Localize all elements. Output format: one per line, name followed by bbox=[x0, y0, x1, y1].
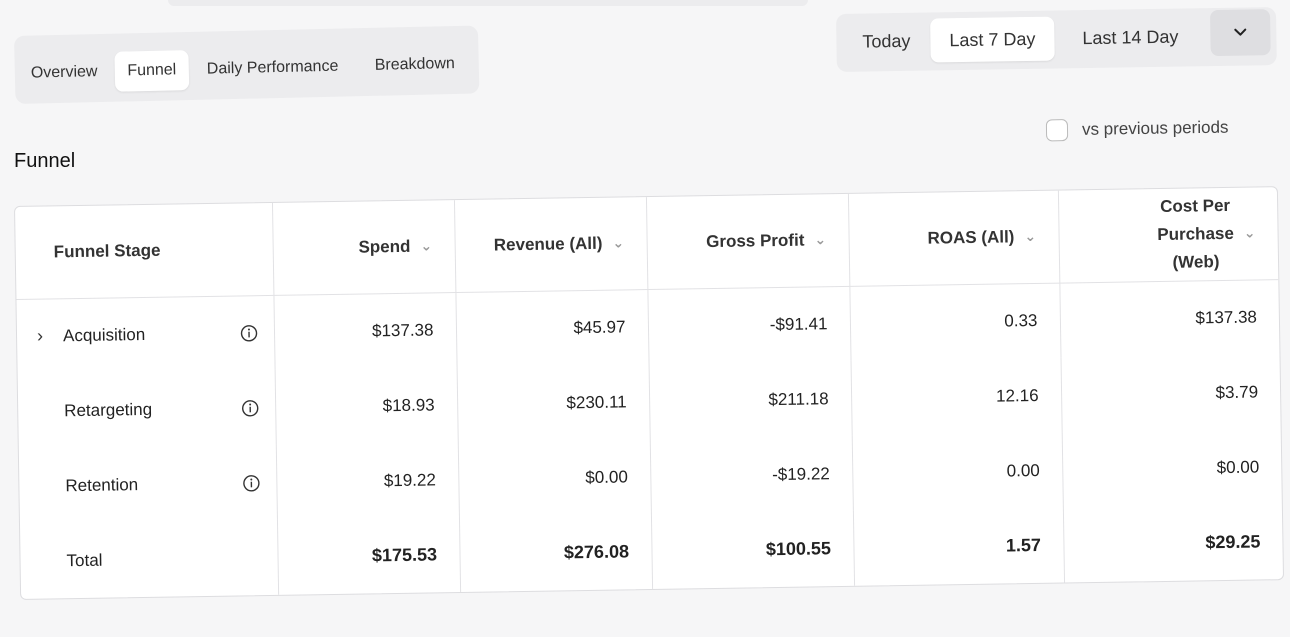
expand-chevron-icon[interactable]: › bbox=[36, 325, 44, 346]
roas-cell: 0.00 bbox=[851, 432, 1063, 511]
spend-cell: $19.22 bbox=[275, 442, 459, 520]
spend-cell: $18.93 bbox=[274, 367, 458, 445]
total-roas-cell: 1.57 bbox=[852, 507, 1065, 586]
col-header-revenue[interactable]: Revenue (All) ⌄ bbox=[453, 197, 648, 293]
total-label: Total bbox=[66, 550, 103, 570]
table-row: Retargeting $18.93 $230.11 $211.18 12.16… bbox=[17, 354, 1281, 449]
table-row: Retention $19.22 $0.00 -$19.22 0.00 $0.0… bbox=[18, 429, 1282, 524]
col-header-label: Funnel Stage bbox=[53, 240, 161, 262]
roas-cell: 0.33 bbox=[849, 282, 1061, 361]
stage-cell: Total bbox=[19, 519, 279, 599]
date-range-selector: Today Last 7 Day Last 14 Day bbox=[836, 7, 1277, 72]
col-header-label-line2: Purchase bbox=[1157, 223, 1234, 244]
tab-breakdown[interactable]: Breakdown bbox=[374, 55, 455, 74]
info-icon[interactable] bbox=[239, 324, 257, 342]
info-icon[interactable] bbox=[242, 474, 260, 492]
roas-cell: 12.16 bbox=[850, 357, 1062, 436]
gross-profit-cell: -$19.22 bbox=[649, 435, 853, 515]
range-last-14-day-button[interactable]: Last 14 Day bbox=[1082, 26, 1179, 49]
compare-label: vs previous periods bbox=[1081, 117, 1229, 139]
section-title: Funnel bbox=[14, 150, 76, 172]
col-header-label: Gross Profit bbox=[706, 230, 805, 251]
view-tabs: Overview Funnel Daily Performance Breakd… bbox=[14, 25, 480, 104]
stage-name: Retention bbox=[65, 474, 139, 495]
cpp-cell: $137.38 bbox=[1195, 307, 1258, 328]
stage-name: Acquisition bbox=[62, 324, 146, 345]
funnel-table-card: Funnel Stage Spend ⌄ Revenue (All) ⌄ Gross… bbox=[14, 186, 1285, 600]
gross-profit-cell: $211.18 bbox=[648, 360, 852, 440]
range-today-button[interactable]: Today bbox=[862, 30, 911, 52]
cpp-cell: $3.79 bbox=[1215, 381, 1259, 402]
total-gross-profit-cell: $100.55 bbox=[650, 510, 855, 590]
funnel-table: Funnel Stage Spend ⌄ Revenue (All) ⌄ Gross… bbox=[15, 187, 1283, 599]
revenue-cell: $230.11 bbox=[456, 364, 650, 443]
revenue-cell: $0.00 bbox=[457, 439, 651, 518]
gross-profit-cell: -$91.41 bbox=[647, 285, 851, 365]
table-row: › Acquisition $137.38 $45.97 -$91.41 0.3… bbox=[16, 279, 1279, 374]
col-header-funnel-stage: Funnel Stage bbox=[15, 202, 274, 299]
info-icon[interactable] bbox=[241, 399, 259, 417]
col-header-label-line1: Cost Per bbox=[1160, 195, 1231, 216]
cpp-cell: $0.00 bbox=[1216, 456, 1260, 477]
tab-funnel[interactable]: Funnel bbox=[114, 50, 190, 92]
col-header-label: Spend bbox=[358, 236, 411, 257]
stage-cell: › Acquisition bbox=[16, 294, 275, 374]
total-cpp-cell: $29.25 bbox=[1205, 531, 1261, 553]
sort-chevron-icon: ⌄ bbox=[1024, 228, 1037, 245]
col-header-spend[interactable]: Spend ⌄ bbox=[271, 200, 456, 295]
top-bar-remnant bbox=[168, 0, 808, 6]
range-dropdown-button[interactable] bbox=[1209, 9, 1271, 57]
col-header-label-line3: (Web) bbox=[1172, 251, 1220, 272]
col-header-roas[interactable]: ROAS (All) ⌄ bbox=[847, 190, 1060, 286]
range-last-7-day-button[interactable]: Last 7 Day bbox=[930, 16, 1055, 63]
col-header-label: ROAS (All) bbox=[927, 227, 1015, 248]
chevron-down-icon bbox=[1234, 28, 1247, 36]
compare-checkbox[interactable] bbox=[1045, 119, 1069, 142]
total-revenue-cell: $276.08 bbox=[458, 514, 653, 593]
col-header-gross-profit[interactable]: Gross Profit ⌄ bbox=[645, 193, 850, 290]
sort-chevron-icon: ⌄ bbox=[814, 231, 827, 248]
sort-chevron-icon: ⌄ bbox=[1243, 224, 1256, 241]
spend-cell: $137.38 bbox=[273, 292, 457, 370]
tab-daily-performance[interactable]: Daily Performance bbox=[206, 57, 339, 78]
col-header-label: Revenue (All) bbox=[493, 233, 603, 255]
tab-overview[interactable]: Overview bbox=[30, 63, 98, 82]
stage-cell: Retargeting bbox=[17, 369, 276, 449]
total-spend-cell: $175.53 bbox=[276, 517, 461, 595]
sort-chevron-icon: ⌄ bbox=[612, 234, 625, 251]
revenue-cell: $45.97 bbox=[455, 289, 649, 368]
stage-cell: Retention bbox=[18, 444, 277, 524]
compare-toggle: vs previous periods bbox=[1045, 117, 1229, 142]
sort-chevron-icon: ⌄ bbox=[420, 237, 433, 254]
stage-name: Retargeting bbox=[64, 399, 153, 420]
col-header-cost-per-purchase[interactable]: Cost Per Purchase (Web) ⌄ bbox=[1057, 187, 1279, 283]
